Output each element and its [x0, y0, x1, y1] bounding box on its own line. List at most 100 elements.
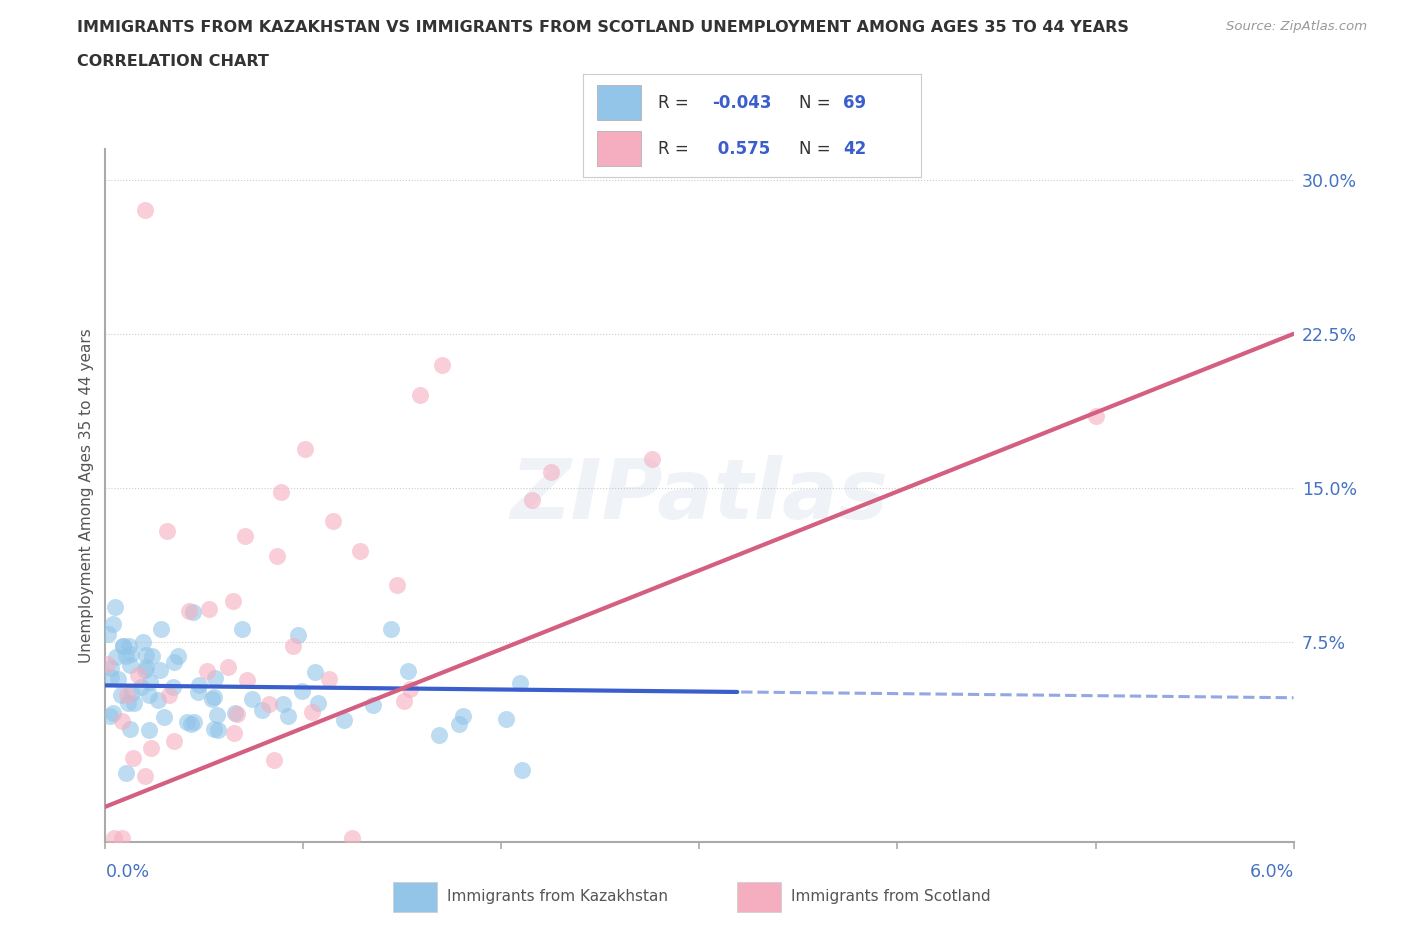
Text: Source: ZipAtlas.com: Source: ZipAtlas.com [1226, 20, 1367, 33]
Point [107, 672, 129, 687]
Text: 0.575: 0.575 [711, 140, 770, 157]
Point [183, 714, 205, 729]
Point [134, 663, 156, 678]
Point [111, 830, 134, 845]
Text: IMMIGRANTS FROM KAZAKHSTAN VS IMMIGRANTS FROM SCOTLAND UNEMPLOYMENT AMONG AGES 3: IMMIGRANTS FROM KAZAKHSTAN VS IMMIGRANTS… [77, 20, 1129, 35]
Point [180, 716, 202, 731]
Point [153, 710, 176, 724]
Point [138, 687, 160, 702]
Point [202, 722, 225, 737]
Point [257, 697, 280, 711]
Point [520, 493, 543, 508]
Point [181, 604, 204, 619]
Point [361, 698, 384, 712]
Point [100, 661, 122, 676]
Point [281, 639, 304, 654]
Point [1084, 408, 1107, 423]
Point [129, 679, 152, 694]
Bar [394, 882, 437, 912]
Point [122, 695, 145, 710]
Text: -0.043: -0.043 [711, 94, 772, 112]
Text: Immigrants from Kazakhstan: Immigrants from Kazakhstan [447, 889, 668, 904]
Point [333, 712, 356, 727]
Point [250, 702, 273, 717]
Point [509, 675, 531, 690]
Point [287, 627, 309, 642]
Point [222, 725, 245, 740]
Point [641, 451, 664, 466]
Point [120, 646, 142, 661]
Point [96, 657, 118, 671]
Point [271, 696, 294, 711]
Point [385, 578, 408, 592]
Point [222, 594, 245, 609]
Point [118, 639, 141, 654]
Point [204, 671, 226, 685]
Point [138, 723, 160, 737]
Point [301, 704, 323, 719]
Point [266, 549, 288, 564]
Bar [598, 130, 641, 166]
Point [115, 688, 138, 703]
Point [447, 717, 470, 732]
Text: ZIPatlas: ZIPatlas [510, 455, 889, 536]
Point [409, 388, 432, 403]
Point [134, 203, 156, 218]
Point [146, 692, 169, 707]
Bar [737, 882, 782, 912]
Point [97, 627, 120, 642]
Point [540, 465, 562, 480]
Point [156, 524, 179, 538]
Point [112, 639, 135, 654]
Point [240, 692, 263, 707]
Point [495, 711, 517, 726]
Point [205, 708, 228, 723]
Bar [598, 85, 641, 120]
Point [176, 714, 198, 729]
Point [231, 621, 253, 636]
Point [98, 709, 121, 724]
Point [149, 663, 172, 678]
Point [451, 709, 474, 724]
Point [380, 622, 402, 637]
Point [127, 668, 149, 683]
Text: N =: N = [800, 94, 837, 112]
Point [277, 709, 299, 724]
Point [430, 357, 453, 372]
Point [139, 674, 162, 689]
Point [118, 722, 141, 737]
Point [135, 648, 157, 663]
Point [399, 682, 422, 697]
Point [224, 706, 246, 721]
Point [132, 635, 155, 650]
Text: 6.0%: 6.0% [1250, 863, 1294, 882]
Point [427, 727, 450, 742]
Point [510, 763, 533, 777]
Point [233, 528, 256, 543]
Text: N =: N = [800, 140, 837, 157]
Point [198, 601, 221, 616]
Point [307, 696, 329, 711]
Point [322, 513, 344, 528]
Point [117, 696, 139, 711]
Point [340, 830, 363, 845]
Point [396, 663, 419, 678]
Text: Immigrants from Scotland: Immigrants from Scotland [792, 889, 991, 904]
Point [150, 621, 173, 636]
Point [121, 751, 143, 765]
Point [114, 766, 136, 781]
Point [101, 616, 124, 631]
Point [217, 659, 239, 674]
Point [225, 707, 247, 722]
Y-axis label: Unemployment Among Ages 35 to 44 years: Unemployment Among Ages 35 to 44 years [79, 328, 94, 662]
Text: 0.0%: 0.0% [105, 863, 149, 882]
Point [166, 648, 188, 663]
Point [187, 684, 209, 699]
Point [118, 658, 141, 673]
Point [112, 639, 135, 654]
Text: R =: R = [658, 140, 693, 157]
Point [104, 600, 127, 615]
Point [111, 713, 134, 728]
Point [110, 688, 132, 703]
Text: 42: 42 [844, 140, 866, 157]
